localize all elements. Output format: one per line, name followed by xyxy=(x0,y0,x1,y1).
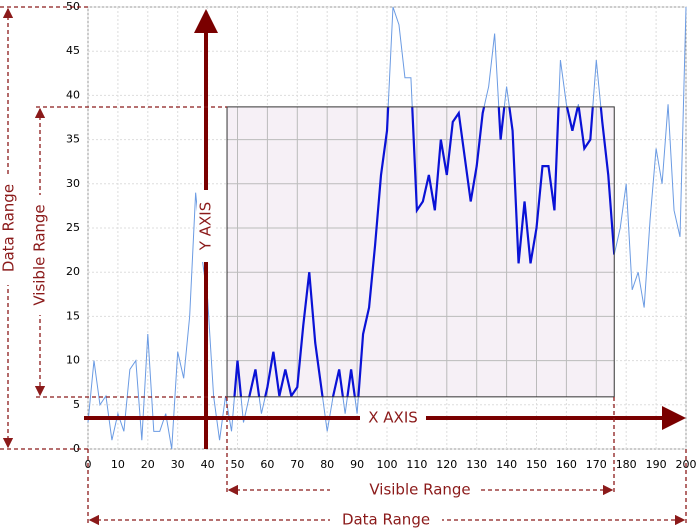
x-tick-label: 80 xyxy=(320,458,334,471)
y-tick-label: 5 xyxy=(73,398,80,411)
data-range-x-label: Data Range xyxy=(342,511,430,529)
x-tick-label: 190 xyxy=(646,458,667,471)
x-tick-label: 10 xyxy=(111,458,125,471)
x-tick-label: 60 xyxy=(260,458,274,471)
visible-range-x-label: Visible Range xyxy=(369,481,470,499)
y-tick-label: 45 xyxy=(66,44,80,57)
x-tick-label: 180 xyxy=(616,458,637,471)
x-tick-label: 170 xyxy=(586,458,607,471)
x-tick-label: 40 xyxy=(201,458,215,471)
x-tick-label: 110 xyxy=(406,458,427,471)
visible-range-y-label: Visible Range xyxy=(31,204,49,305)
y-tick-label: 25 xyxy=(66,221,80,234)
visible-area xyxy=(227,106,615,397)
x-tick-label: 50 xyxy=(231,458,245,471)
x-axis-label: X AXIS xyxy=(368,409,418,427)
y-tick-label: 0 xyxy=(73,442,80,455)
y-tick-label: 35 xyxy=(66,133,80,146)
x-tick-label: 70 xyxy=(290,458,304,471)
y-tick-label: 30 xyxy=(66,177,80,190)
x-tick-label: 30 xyxy=(171,458,185,471)
visible-border xyxy=(226,106,615,398)
x-axis-label-bg xyxy=(360,409,426,427)
y-tick-label: 10 xyxy=(66,354,80,367)
dimension-lines xyxy=(0,6,687,526)
x-tick-label: 120 xyxy=(436,458,457,471)
y-tick-label: 40 xyxy=(66,88,80,101)
x-tick-label: 140 xyxy=(496,458,517,471)
y-axis-label: Y AXIS xyxy=(197,202,215,251)
x-tick-label: 90 xyxy=(350,458,364,471)
x-tick-label: 160 xyxy=(556,458,577,471)
x-tick-label: 100 xyxy=(377,458,398,471)
visible-data-line xyxy=(233,106,615,397)
data-range-y-label: Data Range xyxy=(0,184,18,272)
y-tick-label: 20 xyxy=(66,265,80,278)
y-tick-label: 15 xyxy=(66,309,80,322)
plot: 0 10 20 30 40 50 60 70 80 90 100 110 120 130 140 150 160… xyxy=(66,0,697,471)
y-axis-label-bg xyxy=(197,190,215,262)
x-tick-label: 150 xyxy=(526,458,547,471)
x-tick-label: 130 xyxy=(466,458,487,471)
x-tick-label: 20 xyxy=(141,458,155,471)
